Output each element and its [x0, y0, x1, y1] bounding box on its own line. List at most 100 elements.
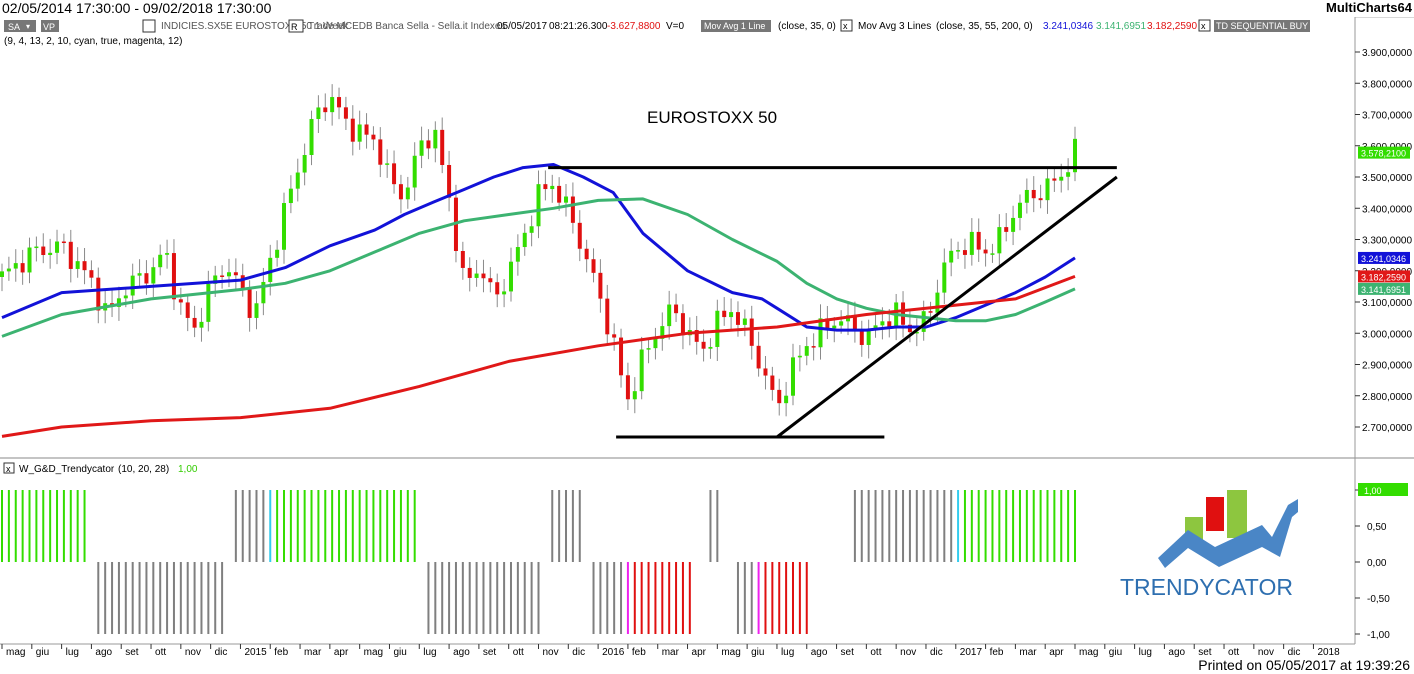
candle-body — [921, 311, 926, 332]
x-tick-label: apr — [334, 647, 349, 657]
candle-body — [880, 321, 885, 326]
study1-button[interactable] — [701, 20, 771, 32]
indicator-title: W_G&D_Trendycator — [19, 464, 115, 475]
candle-body — [653, 338, 658, 349]
candle-body — [619, 337, 624, 376]
y-tick-label: 2.900,0000 — [1362, 361, 1412, 372]
indicator-close-icon[interactable] — [3, 462, 15, 474]
x-tick-label: ott — [870, 647, 881, 657]
x-tick-label: lug — [781, 647, 794, 657]
candle-body — [990, 253, 995, 255]
candle-body — [75, 261, 80, 269]
candle-body — [784, 395, 789, 404]
candle-body — [419, 140, 424, 156]
candle-body — [405, 187, 410, 200]
candle-body — [268, 257, 273, 282]
x-tick-label: mar — [304, 647, 322, 657]
r-label: R — [291, 22, 298, 32]
candle-body — [233, 272, 238, 276]
x-tick-label: 2017 — [960, 647, 983, 657]
price-panel[interactable] — [0, 17, 1355, 458]
candle-body — [1024, 189, 1029, 203]
candle-body — [309, 118, 314, 156]
candle-body — [557, 185, 562, 203]
candle-body — [997, 227, 1002, 254]
date-range: 02/05/2014 17:30:00 - 09/02/2018 17:30:0… — [2, 0, 272, 16]
candle-body — [646, 348, 651, 350]
candle-body — [226, 272, 231, 277]
candle-body — [151, 267, 156, 284]
x-tick-label: ago — [811, 647, 828, 657]
candle-body — [343, 107, 348, 119]
quote-volume: V=0 — [666, 21, 685, 32]
x-tick-label: ott — [513, 647, 524, 657]
candle-body — [742, 318, 747, 325]
sa-button[interactable] — [4, 20, 36, 32]
candle-body — [178, 299, 183, 303]
candle-body — [82, 261, 87, 271]
study2-close-icon[interactable] — [840, 19, 853, 32]
last-price-label-box — [1358, 146, 1410, 159]
x-tick-label: 2016 — [602, 647, 625, 657]
candle-body — [206, 283, 211, 322]
candlesticks — [0, 84, 1077, 417]
candle-body — [392, 163, 397, 185]
y-tick-label: 3.800,0000 — [1362, 79, 1412, 90]
candle-body — [866, 328, 871, 345]
r-button[interactable] — [288, 19, 304, 33]
ma-35-blue-line — [1, 163, 1076, 332]
candle-body — [89, 270, 94, 278]
x-tick-label: lug — [1139, 647, 1152, 657]
candle-body — [357, 124, 362, 142]
candle-body — [302, 155, 307, 173]
candle-body — [729, 312, 734, 318]
study1-name: Mov Avg 1 Line — [704, 21, 765, 31]
candle-body — [1059, 176, 1064, 181]
y-tick-label: 3.000,0000 — [1362, 329, 1412, 340]
candle-body — [295, 172, 300, 189]
candle-body — [522, 232, 527, 248]
candle-body — [529, 226, 534, 233]
study3-button[interactable] — [1214, 20, 1310, 32]
study3-name: TD SEQUENTIAL BUY — [1216, 21, 1308, 31]
candle-body — [288, 188, 293, 204]
candle-body — [27, 247, 32, 273]
candle-body — [887, 321, 892, 328]
candle-body — [701, 341, 706, 349]
candle-body — [1038, 198, 1043, 201]
x-tick-label: 2015 — [244, 647, 267, 657]
y-tick-label: 0,00 — [1367, 558, 1387, 569]
x-tick-label: lug — [423, 647, 436, 657]
indicator-current-value: 1,00 — [1364, 486, 1382, 496]
x-tick-label: feb — [990, 647, 1004, 657]
x-tick-label: mag — [1079, 647, 1098, 657]
study2-params: (close, 35, 55, 200, 0) — [936, 21, 1033, 32]
candle-body — [213, 275, 218, 284]
candle-body — [116, 298, 121, 307]
vp-button[interactable] — [41, 20, 59, 32]
y-tick-label: 3.300,0000 — [1362, 236, 1412, 247]
study3-close-icon[interactable] — [1198, 19, 1211, 32]
dropdown-icon: ▾ — [26, 22, 30, 31]
ma200-value-label-box — [1358, 270, 1410, 283]
y-axis-ticks: 3.900,00003.800,00003.700,00003.600,0000… — [1355, 48, 1412, 434]
symbol-window-icon[interactable] — [142, 19, 156, 33]
logo-bar-red — [1206, 497, 1224, 531]
candle-body — [144, 273, 149, 284]
candle-body — [591, 259, 596, 273]
trendlines — [548, 166, 1118, 439]
x-tick-label: set — [841, 647, 855, 657]
candle-body — [667, 304, 672, 327]
indicator-panel[interactable] — [0, 458, 1355, 643]
x-tick-label: dic — [572, 647, 585, 657]
y-tick-label: 3.100,0000 — [1362, 298, 1412, 309]
candle-body — [949, 250, 954, 263]
ma55-value-label: 3.141,6951 — [1361, 285, 1406, 295]
candle-body — [474, 273, 479, 278]
rising-trendline — [776, 175, 1118, 439]
candle-body — [440, 129, 445, 165]
x-tick-label: nov — [900, 647, 916, 657]
price-labels: 3.578,2100 3.241,0346 3.182,2590 3.141,6951 — [1358, 146, 1410, 295]
chart-area[interactable]: SA ▾ VP INDICIES.SX5E EUROSTOXX 50 1 Wee… — [0, 17, 1414, 657]
x-tick-label: dic — [215, 647, 228, 657]
